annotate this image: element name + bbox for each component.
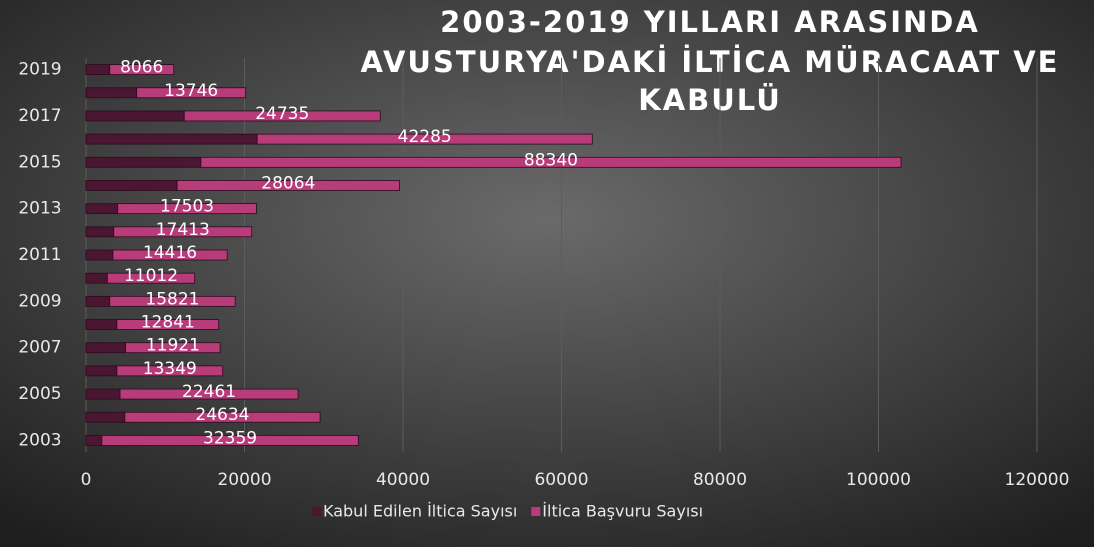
chart-title: AVUSTURYA'DAKİ İLTİCA MÜRACAAT VE [361,45,1060,79]
legend-label: Kabul Edilen İltica Sayısı [323,502,517,521]
bar-segment [85,365,118,377]
data-label: 24735 [255,104,309,124]
bar-segment [125,342,221,354]
data-label: 12841 [141,313,195,333]
bar-segment [176,180,400,191]
bar-segment [116,319,220,330]
bar-segment [112,249,228,261]
legend-swatch [531,507,541,516]
bar-segment [85,87,138,99]
bar-segment [113,226,253,238]
bar-segment [85,110,185,122]
legend-swatch [312,507,321,516]
data-label: 11921 [146,336,200,356]
chart-title: 2003-2019 YILLARI ARASINDA [440,5,980,39]
bar-segment [119,388,299,400]
data-label: 28064 [261,173,315,193]
y-tick-label: 2015 [18,152,61,172]
chart-title: KABULÜ [638,83,782,117]
bar-segment [85,156,202,168]
data-label: 22461 [182,382,236,402]
bar-segment [183,110,381,122]
bar-segment [85,272,108,284]
data-label: 24634 [195,405,249,425]
bar-segment [85,64,111,75]
x-tick-label: 100000 [846,470,911,490]
x-tick-label: 60000 [534,470,588,490]
bar-segment [109,295,236,307]
data-label: 14416 [143,243,197,263]
data-label: 8066 [120,58,163,78]
bar-segment [85,388,121,400]
bar-segment [85,342,127,354]
y-tick-label: 2009 [18,291,61,311]
data-label: 17503 [160,197,214,217]
bar-segment [85,249,114,261]
y-tick-label: 2019 [18,60,61,80]
data-label: 13746 [164,81,218,101]
x-tick-label: 120000 [1005,470,1070,490]
bar-segment [85,226,115,238]
y-tick-label: 2013 [18,199,61,219]
data-label: 15821 [145,289,199,309]
bar-segment [85,133,258,145]
data-label: 13349 [143,359,197,379]
bar-segment [109,64,175,75]
x-tick-label: 0 [81,470,92,490]
bar-segment [124,411,321,423]
bar-segment [85,180,178,191]
legend-label: İltica Başvuru Sayısı [542,502,703,521]
data-label: 32359 [203,428,257,448]
bar-segment [200,156,902,168]
x-tick-label: 20000 [217,470,271,490]
bar-segment [101,435,359,446]
x-tick-label: 40000 [376,470,430,490]
bar-segment [85,203,119,215]
bar-segment [116,365,224,377]
bar-segment [85,411,126,423]
bar-segment [117,203,257,215]
y-tick-label: 2005 [18,384,61,404]
y-tick-label: 2003 [18,430,61,450]
bar-segment [85,295,111,307]
bar-segment [256,133,593,145]
y-tick-label: 2017 [18,106,61,126]
x-tick-label: 80000 [693,470,747,490]
bar-segment [85,435,103,446]
data-label: 17413 [156,220,210,240]
data-label: 88340 [524,150,578,170]
bar-segment [85,319,118,330]
data-label: 11012 [124,266,178,286]
bar-segment [136,87,247,99]
y-tick-label: 2007 [18,338,61,358]
bar-segment [106,272,196,284]
data-label: 42285 [398,127,452,147]
y-tick-label: 2011 [18,245,61,265]
